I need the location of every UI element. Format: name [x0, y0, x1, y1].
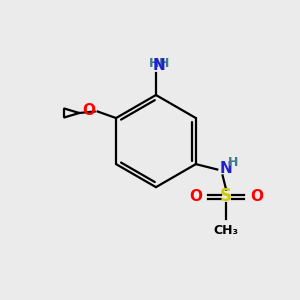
Text: CH₃: CH₃: [214, 224, 239, 238]
Text: H: H: [159, 57, 169, 70]
Text: O: O: [82, 103, 95, 118]
Text: H: H: [148, 57, 159, 70]
Text: S: S: [220, 187, 232, 205]
Text: O: O: [189, 189, 203, 204]
Text: N: N: [152, 58, 165, 73]
Text: O: O: [250, 189, 263, 204]
Text: H: H: [227, 156, 238, 170]
Text: N: N: [220, 161, 232, 176]
